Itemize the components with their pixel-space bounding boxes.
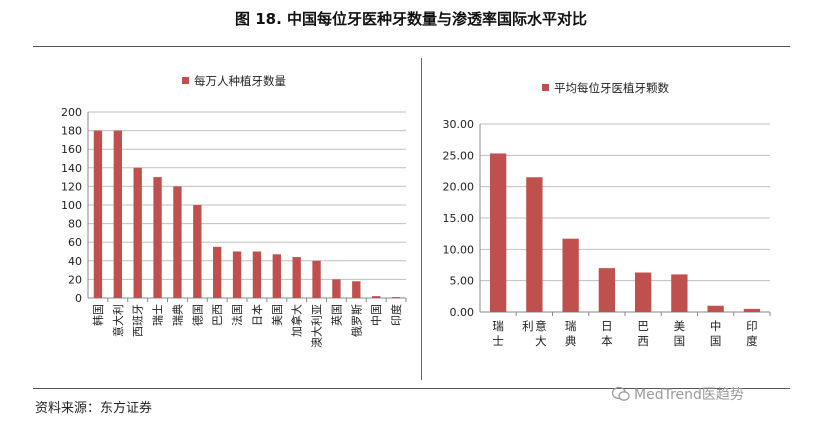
c1-bar [272, 254, 281, 298]
wechat-icon [612, 386, 630, 401]
c2-bar [598, 268, 616, 312]
c1-ytick-label: 20 [68, 273, 82, 286]
c2-ytick-label: 15.00 [443, 212, 475, 225]
c2-ytick-label: 25.00 [443, 149, 475, 162]
c1-category-label: 俄罗斯 [350, 304, 363, 337]
chart-divider [421, 58, 422, 380]
c1-category-label: 澳大利亚 [310, 304, 324, 348]
c1-category-label: 德国 [190, 304, 204, 326]
c2-bar [489, 153, 507, 312]
c1-bar [352, 281, 361, 298]
page-title: 图 18. 中国每位牙医种牙数量与渗透率国际水平对比 [234, 10, 588, 28]
c2-ytick-label: 0.00 [450, 306, 475, 319]
c1-bar [133, 167, 142, 298]
watermark-text: MedTrend医趋势 [634, 387, 744, 403]
c1-bar [252, 251, 262, 298]
c1-bar [312, 260, 321, 298]
c1-category-label: 日本 [250, 304, 264, 326]
c1-bar [153, 177, 162, 298]
c1-ytick-label: 80 [68, 218, 82, 231]
c2-ytick-label: 20.00 [443, 181, 475, 194]
c1-ytick-label: 60 [68, 236, 82, 249]
footer-rule [33, 388, 790, 389]
c1-category-label: 美国 [271, 304, 284, 326]
c1-ytick-label: 140 [61, 162, 82, 175]
c1-bar [113, 130, 122, 298]
c2-category-label: 美国 [674, 319, 686, 348]
c1-category-label: 瑞士 [151, 304, 165, 326]
source-note: 资料来源：东方证券 [35, 401, 153, 416]
c2-ytick-label: 5.00 [450, 275, 475, 288]
chart-implants-per-dentist: 0.00 5.00 10.00 15.00 20.00 25.00 30.00 平均每位牙医植… [443, 81, 771, 348]
watermark: MedTrend医趋势 [612, 384, 744, 404]
c1-category-label: 瑞典 [170, 304, 184, 326]
c2-bar [743, 308, 761, 312]
c1-legend-swatch [182, 77, 189, 84]
c2-category-label: 瑞典 [565, 319, 577, 348]
c1-bar [391, 297, 401, 298]
title-rule [33, 46, 790, 47]
c2-bar [707, 305, 724, 312]
c1-ytick-label: 160 [61, 143, 82, 156]
c2-category-label: 意大利 [522, 319, 547, 348]
c1-ytick-label: 100 [61, 199, 82, 212]
c1-ytick-label: 200 [61, 106, 82, 119]
c1-category-label: 法国 [230, 304, 244, 326]
c1-category-label: 意大利 [111, 304, 125, 337]
c2-bar [634, 272, 652, 312]
c1-bar [93, 130, 103, 298]
c2-category-label: 日本 [601, 319, 613, 348]
c1-bar [372, 296, 381, 298]
c1-bar [292, 257, 301, 298]
c2-legend-label: 平均每位牙医植牙颗数 [554, 81, 669, 95]
c1-bar [193, 205, 202, 298]
c1-bar [332, 279, 341, 298]
c1-bar [213, 246, 222, 298]
c1-ytick-label: 40 [68, 255, 82, 268]
c1-category-label: 韩国 [91, 304, 105, 326]
c2-legend-swatch [542, 84, 549, 91]
c2-category-label: 印度 [746, 319, 758, 348]
c1-ytick-label: 180 [61, 125, 82, 138]
c1-category-label: 印度 [389, 304, 403, 326]
c2-ytick-label: 10.00 [443, 243, 475, 256]
c1-category-label: 加拿大 [290, 304, 304, 337]
c2-bar [671, 274, 688, 312]
c2-bar [526, 177, 543, 312]
c2-bar [562, 238, 579, 312]
c1-bar [232, 251, 242, 298]
c2-category-label: 中国 [710, 319, 722, 348]
c1-ytick-label: 120 [61, 180, 82, 193]
c1-category-label: 英国 [329, 304, 343, 326]
c1-category-label: 巴西 [211, 304, 224, 326]
c1-category-label: 中国 [370, 304, 383, 326]
c1-bar [173, 186, 182, 298]
c2-ytick-label: 30.00 [443, 118, 475, 131]
c2-category-label: 巴西 [637, 319, 649, 348]
c1-category-label: 西班牙 [132, 304, 145, 337]
c1-legend-label: 每万人种植牙数量 [194, 74, 286, 88]
c1-ytick-label: 0 [75, 292, 82, 305]
c2-category-label: 瑞士 [492, 319, 504, 348]
